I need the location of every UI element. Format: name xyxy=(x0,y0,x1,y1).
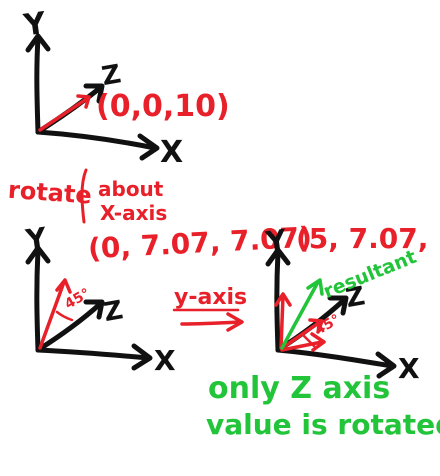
transition-arrow: y-axis xyxy=(172,285,247,332)
left-x-label: X xyxy=(154,344,176,377)
right-angle-label: 45° xyxy=(312,312,343,339)
note-line-2: value is rotated xyxy=(206,408,440,441)
left-y-axis-arrowhead xyxy=(25,245,51,265)
left-x-axis xyxy=(35,347,151,361)
left-y-axis xyxy=(34,247,41,353)
rotation-instruction: rotate about X-axis xyxy=(7,168,167,225)
note-line-1: only Z axis xyxy=(208,371,390,406)
transition-arrow-label: y-axis xyxy=(174,285,247,310)
right-x-axis-arrowhead xyxy=(375,351,397,379)
top-x-axis xyxy=(35,129,158,151)
top-y-axis-arrowhead xyxy=(25,33,51,53)
left-z-label: Z xyxy=(102,295,126,328)
top-z-label: Z xyxy=(100,59,124,92)
top-vector xyxy=(38,96,90,132)
left-vector xyxy=(38,280,66,350)
right-resultant-vector xyxy=(280,280,320,350)
note: only Z axis value is rotated xyxy=(206,371,440,441)
axis-label: X-axis xyxy=(100,201,167,225)
right-z-component-arrowhead xyxy=(308,318,324,334)
right-x-axis xyxy=(275,347,395,369)
right-y-component-arrowhead xyxy=(274,292,292,307)
right-z-component xyxy=(280,320,322,350)
top-x-label: X xyxy=(160,135,183,170)
top-diagram: Y X Z (0,0,10) xyxy=(21,6,230,170)
about-label: about xyxy=(98,177,164,201)
right-x-component-arrowhead xyxy=(310,332,326,352)
top-vector-arrowhead xyxy=(76,94,91,109)
right-vector-label: (5, 7.07, 5) xyxy=(296,222,440,255)
right-angle-arc xyxy=(302,334,316,348)
transition-arrow-head xyxy=(226,312,244,332)
left-angle-arc xyxy=(55,310,74,322)
left-angle-label: 45° xyxy=(62,286,93,313)
left-y-label: Y xyxy=(23,221,49,257)
left-z-axis xyxy=(35,301,103,353)
top-y-label: Y xyxy=(21,6,50,44)
bracket-line xyxy=(80,168,88,224)
transition-arrow-shaft xyxy=(180,320,242,326)
right-x-label: X xyxy=(398,352,420,385)
right-resultant-arrowhead xyxy=(306,278,324,296)
top-x-axis-arrowhead xyxy=(137,133,160,161)
right-y-axis-arrowhead xyxy=(265,247,291,267)
right-z-label: Z xyxy=(344,281,368,314)
top-vector-label: (0,0,10) xyxy=(96,89,230,124)
left-vector-arrowhead xyxy=(55,278,72,294)
right-x-component xyxy=(280,340,324,352)
left-x-axis-arrowhead xyxy=(131,343,153,371)
top-z-axis-arrowhead xyxy=(83,83,105,104)
left-z-axis-arrowhead xyxy=(83,299,105,320)
rotate-label: rotate xyxy=(7,176,92,210)
right-y-component xyxy=(279,294,285,350)
top-y-axis xyxy=(34,35,41,135)
right-z-axis-arrowhead xyxy=(327,295,349,316)
